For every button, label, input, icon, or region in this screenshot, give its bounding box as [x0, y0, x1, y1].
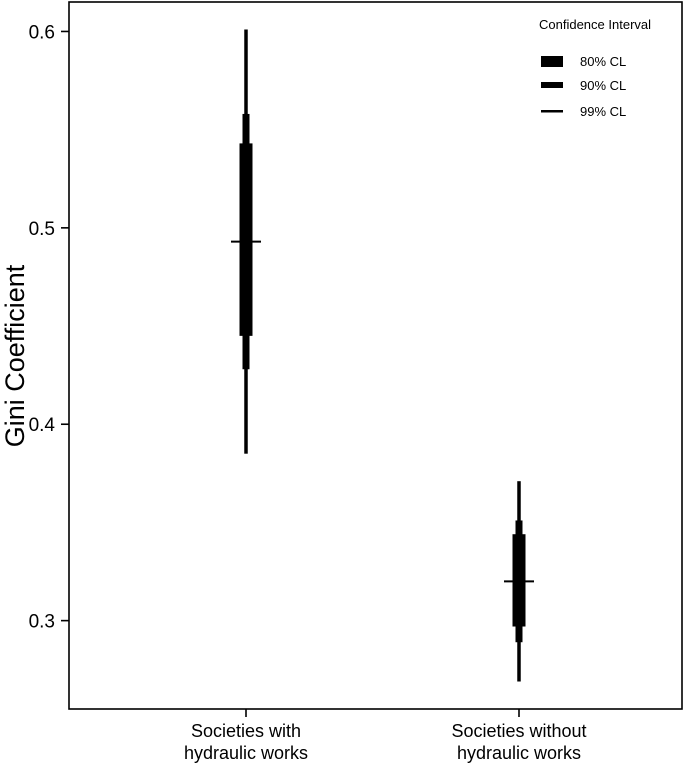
- legend: Confidence Interval 80% CL 90% CL 99% CL: [539, 17, 651, 119]
- legend-label-90: 90% CL: [580, 78, 626, 93]
- legend-swatch-80: [541, 56, 563, 67]
- x-category-label: Societies without hydraulic works: [451, 721, 586, 763]
- legend-label-80: 80% CL: [580, 54, 626, 69]
- legend-label-99: 99% CL: [580, 104, 626, 119]
- y-axis-label: Gini Coefficient: [0, 264, 30, 447]
- legend-swatch-99: [541, 110, 563, 113]
- y-axis-ticks: 0.3 0.4 0.5 0.6: [29, 22, 69, 633]
- y-tick-label: 0.4: [29, 415, 56, 436]
- ci80-bar: [239, 143, 253, 336]
- y-tick-label: 0.6: [29, 22, 55, 43]
- legend-title: Confidence Interval: [539, 17, 651, 32]
- y-tick-label: 0.3: [29, 612, 55, 633]
- x-axis-ticks: Societies with hydraulic works Societies w…: [184, 709, 587, 763]
- plot-frame: [68, 1, 683, 710]
- interval-marks: [231, 29, 534, 682]
- legend-swatch-90: [541, 82, 563, 88]
- x-category-label: Societies with hydraulic works: [184, 721, 308, 763]
- y-tick-label: 0.5: [29, 219, 55, 240]
